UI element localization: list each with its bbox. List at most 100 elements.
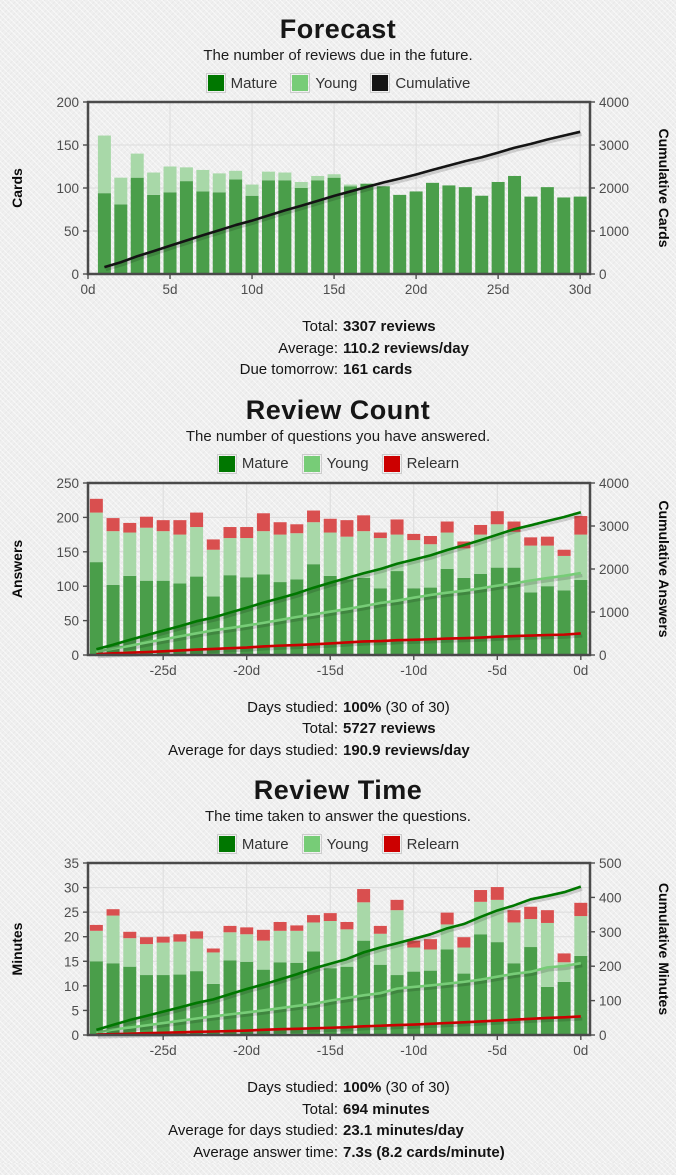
stat-value: 110.2 reviews/day [343, 339, 469, 357]
svg-text:0d: 0d [573, 663, 588, 678]
svg-text:5d: 5d [163, 282, 178, 297]
svg-text:Cards: Cards [9, 168, 25, 208]
svg-text:Cumulative Cards: Cumulative Cards [656, 128, 672, 247]
svg-text:0: 0 [599, 1028, 607, 1043]
svg-text:5: 5 [71, 1003, 79, 1018]
stat-label: Average for days studied: [168, 1122, 338, 1139]
review-time-stats: Days studied: 100% (30 of 30) Total: 694… [0, 1077, 676, 1163]
svg-text:200: 200 [56, 96, 79, 110]
cumulative-swatch-icon [370, 73, 391, 93]
stat-value: 5727 reviews [343, 720, 436, 737]
svg-text:100: 100 [56, 181, 79, 196]
svg-text:50: 50 [64, 613, 79, 628]
stat-value: 7.3s (8.2 cards/minute) [343, 1143, 505, 1161]
mature-swatch-icon [216, 834, 237, 854]
mature-swatch-icon [205, 73, 226, 93]
stat-label: Average: [278, 339, 338, 357]
young-swatch-icon [301, 453, 322, 474]
svg-text:30: 30 [64, 881, 79, 896]
legend-label: Mature [230, 74, 278, 92]
chart-subtitle: The time taken to answer the questions. [205, 808, 471, 825]
stat-row: Days studied: 100% (30 of 30) [0, 1077, 676, 1099]
svg-text:0: 0 [71, 1028, 79, 1043]
svg-text:35: 35 [64, 857, 79, 871]
legend-item-mature: Mature [216, 834, 289, 854]
svg-text:200: 200 [599, 959, 622, 974]
svg-text:0: 0 [599, 648, 607, 663]
svg-text:15: 15 [64, 954, 79, 969]
svg-text:20: 20 [64, 930, 79, 945]
svg-text:0d: 0d [80, 282, 95, 297]
chart-legend: Mature Young Relearn [0, 834, 676, 854]
legend-label: Young [315, 74, 358, 92]
chart-subtitle: The number of questions you have answere… [185, 427, 491, 445]
svg-text:-10d: -10d [400, 1043, 427, 1058]
svg-text:-25d: -25d [150, 1043, 177, 1058]
svg-text:50: 50 [64, 224, 79, 239]
legend-label: Mature [241, 835, 289, 853]
svg-text:4000: 4000 [599, 477, 629, 491]
stat-row: Total: 5727 reviews [0, 718, 676, 740]
svg-text:Answers: Answers [9, 539, 25, 598]
relearn-swatch-icon [381, 453, 402, 474]
review-count-section: Review Count The number of questions you… [0, 381, 676, 762]
stat-row: Days studied: 100% (30 of 30) [0, 697, 676, 719]
svg-text:2000: 2000 [599, 181, 629, 196]
svg-text:400: 400 [599, 890, 622, 905]
svg-text:0: 0 [599, 267, 607, 282]
svg-text:100: 100 [599, 994, 622, 1009]
chart-title: Review Time [253, 775, 423, 805]
svg-text:-15d: -15d [317, 1043, 344, 1058]
legend-label: Cumulative [395, 74, 471, 92]
svg-text:10: 10 [64, 979, 79, 994]
legend-item-mature: Mature [216, 453, 289, 474]
svg-text:25: 25 [64, 905, 79, 920]
svg-text:2000: 2000 [599, 562, 629, 577]
stat-value: 100% (30 of 30) [343, 1079, 450, 1096]
review-count-stats: Days studied: 100% (30 of 30) Total: 572… [0, 697, 676, 762]
svg-text:0: 0 [71, 648, 79, 663]
svg-text:-15d: -15d [317, 663, 344, 678]
stat-label: Due tomorrow: [239, 361, 338, 378]
stat-row: Due tomorrow: 161 cards [0, 359, 676, 381]
svg-text:150: 150 [56, 138, 79, 153]
svg-text:300: 300 [599, 925, 622, 940]
chart-legend: Mature Young Cumulative [0, 73, 676, 93]
chart-legend: Mature Young Relearn [0, 453, 676, 474]
review-time-chart: 0 5 10 15 20 25 30 35 0 100 200 300 400 500 -25d -20d -1… [9, 857, 672, 1058]
stat-label: Total: [302, 318, 338, 335]
svg-text:15d: 15d [323, 282, 346, 297]
stat-row: Average answer time: 7.3s (8.2 cards/min… [0, 1142, 676, 1164]
stat-label: Total: [302, 1100, 338, 1118]
forecast-section: Forecast The number of reviews due in th… [0, 0, 676, 381]
mature-swatch-icon [216, 453, 237, 474]
svg-text:-20d: -20d [233, 1043, 260, 1058]
chart-subtitle: The number of reviews due in the future. [203, 47, 473, 64]
legend-item-young: Young [301, 834, 369, 854]
svg-text:20d: 20d [405, 282, 428, 297]
legend-item-cumulative: Cumulative [370, 73, 470, 93]
svg-text:4000: 4000 [599, 96, 629, 110]
stat-value: 100% (30 of 30) [343, 698, 450, 716]
svg-text:500: 500 [599, 857, 622, 871]
stat-value: 694 minutes [343, 1100, 430, 1118]
young-swatch-icon [301, 834, 322, 854]
legend-item-mature: Mature [205, 73, 278, 93]
review-time-section: Review Time The time taken to answer the… [0, 761, 676, 1163]
legend-label: Relearn [406, 835, 460, 853]
stat-label: Total: [302, 720, 338, 737]
legend-label: Young [326, 455, 369, 472]
legend-item-young: Young [301, 453, 369, 474]
svg-text:150: 150 [56, 544, 79, 559]
stat-value: 23.1 minutes/day [343, 1122, 464, 1139]
forecast-stats: Total: 3307 reviews Average: 110.2 revie… [0, 316, 676, 381]
stat-row: Average: 110.2 reviews/day [0, 338, 676, 360]
svg-text:0d: 0d [573, 1043, 588, 1058]
svg-text:-25d: -25d [150, 663, 177, 678]
stat-row: Average for days studied: 190.9 reviews/… [0, 740, 676, 762]
legend-label: Mature [241, 455, 289, 472]
svg-text:25d: 25d [487, 282, 510, 297]
page-title: Forecast [279, 14, 397, 44]
stat-row: Average for days studied: 23.1 minutes/d… [0, 1120, 676, 1142]
